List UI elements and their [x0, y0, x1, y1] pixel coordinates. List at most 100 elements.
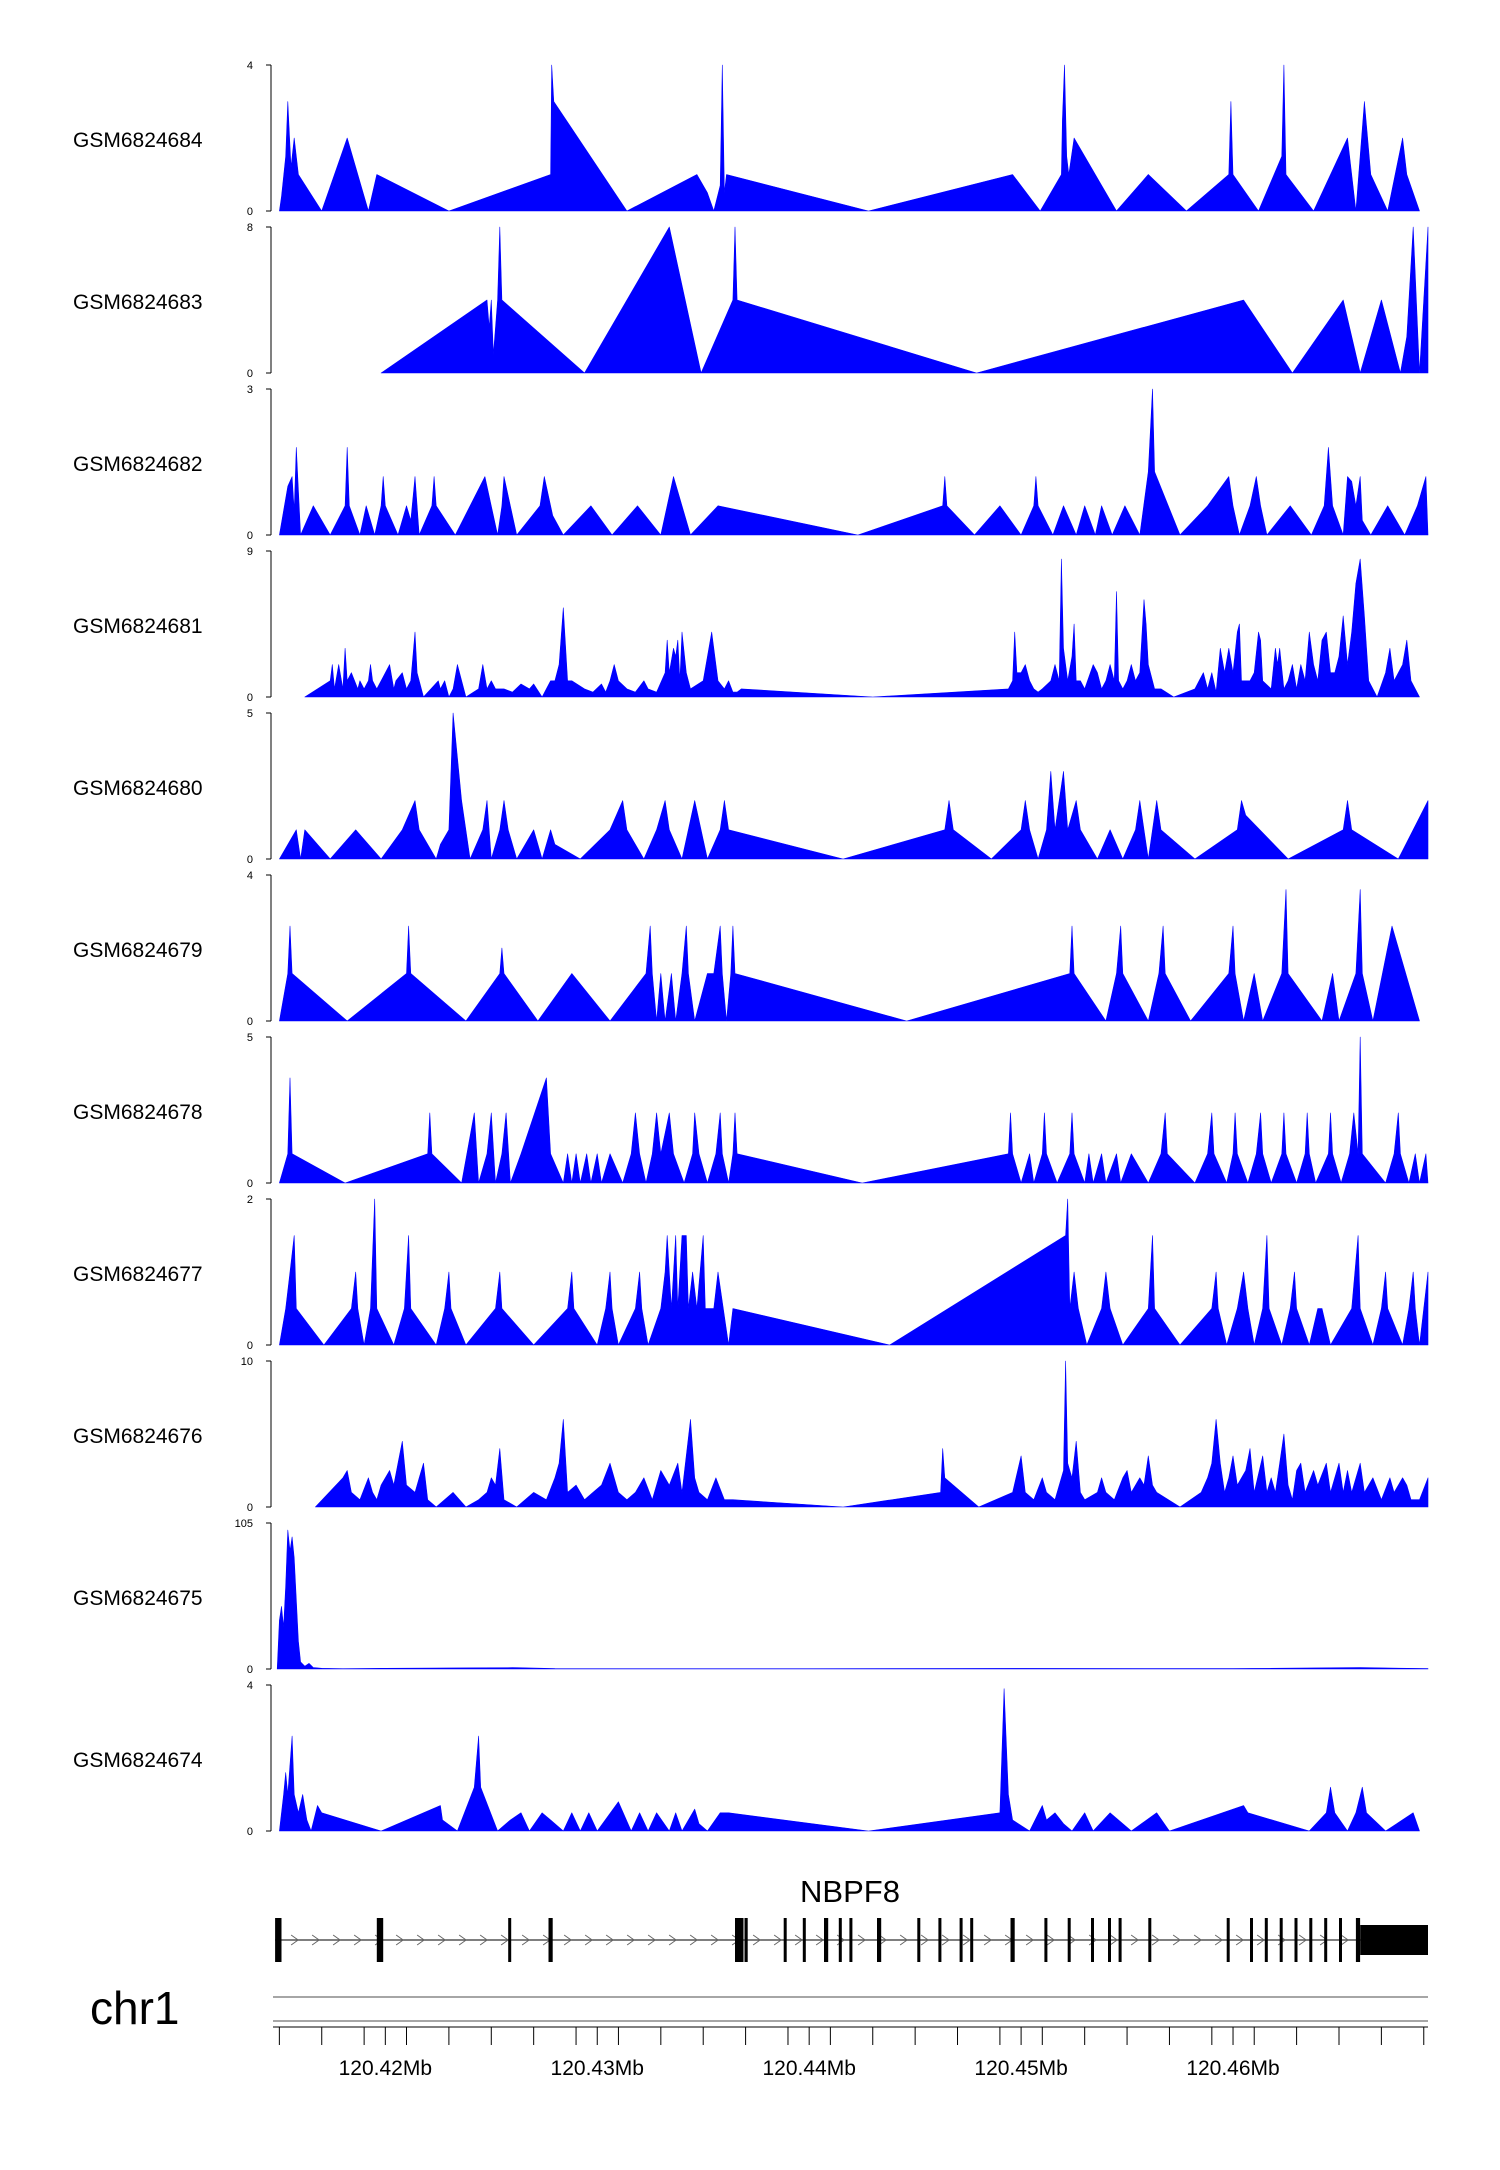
strand-arrow — [815, 1934, 824, 1946]
strand-arrow — [1214, 1934, 1223, 1946]
exon — [1309, 1918, 1313, 1962]
exon — [1339, 1918, 1342, 1962]
exon — [1044, 1918, 1048, 1962]
track-ymin-label: 0 — [247, 1502, 253, 1514]
strand-arrow — [584, 1934, 593, 1946]
track-label: GSM6824674 — [73, 1749, 203, 1772]
coverage-tracks: GSM682468440GSM682468380GSM682468230GSM6… — [73, 60, 1429, 1838]
track-label: GSM6824680 — [73, 777, 203, 800]
track-label: GSM6824678 — [73, 1101, 203, 1124]
strand-arrow — [416, 1934, 425, 1946]
track-GSM6824677: GSM6824677 2 0 — [73, 1194, 1429, 1352]
axis-tick-label: 120.45Mb — [974, 2057, 1067, 2080]
strand-arrow — [920, 1934, 929, 1946]
track-label: GSM6824679 — [73, 939, 203, 962]
track-ymin-label: 0 — [247, 206, 253, 218]
exon — [1108, 1918, 1111, 1962]
strand-arrow — [290, 1934, 299, 1946]
strand-arrow — [983, 1934, 992, 1946]
track-GSM6824675: GSM6824675 105 0 — [73, 1518, 1429, 1676]
strand-arrow — [878, 1934, 887, 1946]
strand-arrow — [458, 1934, 467, 1946]
exon — [824, 1918, 829, 1962]
track-ymin-label: 0 — [247, 1340, 253, 1352]
gene-name: NBPF8 — [800, 1874, 900, 1909]
axis-tick-label: 120.42Mb — [339, 2057, 432, 2080]
track-ymin-label: 0 — [247, 368, 253, 380]
strand-arrow — [311, 1934, 320, 1946]
exon — [1250, 1918, 1253, 1962]
exon — [970, 1918, 974, 1962]
exon — [1118, 1918, 1122, 1962]
track-label: GSM6824682 — [73, 453, 203, 476]
exon — [938, 1918, 942, 1962]
track-ymin-label: 0 — [247, 1178, 253, 1190]
exon — [959, 1918, 963, 1962]
exon — [744, 1918, 748, 1962]
track-GSM6824676: GSM6824676 10 0 — [73, 1356, 1429, 1514]
strand-arrow — [1235, 1934, 1244, 1946]
exon — [1148, 1918, 1152, 1962]
track-GSM6824681: GSM6824681 9 0 — [73, 546, 1420, 704]
track-label: GSM6824675 — [73, 1587, 203, 1610]
coverage-area — [279, 1688, 1420, 1832]
track-ymin-label: 0 — [247, 854, 253, 866]
track-ymax-label: 4 — [247, 60, 253, 72]
track-ymin-label: 0 — [247, 1826, 253, 1838]
track-ymin-label: 0 — [247, 1664, 253, 1676]
ideogram-track: chr1 — [90, 1982, 1428, 2034]
strand-arrow — [500, 1934, 509, 1946]
track-ymax-label: 5 — [247, 1032, 253, 1044]
track-ymax-label: 105 — [235, 1518, 253, 1530]
strand-arrow — [479, 1934, 488, 1946]
track-ymax-label: 5 — [247, 708, 253, 720]
strand-arrow — [626, 1934, 635, 1946]
exon — [877, 1918, 882, 1962]
strand-arrow — [1298, 1934, 1307, 1946]
strand-arrow — [1109, 1934, 1118, 1946]
strand-arrow — [521, 1934, 530, 1946]
track-ymax-label: 2 — [247, 1194, 253, 1206]
exon — [1279, 1918, 1283, 1962]
exon — [1067, 1918, 1071, 1962]
coverage-area — [304, 558, 1420, 698]
track-ymin-label: 0 — [247, 1016, 253, 1028]
coverage-area — [276, 1529, 1429, 1670]
strand-arrow — [899, 1934, 908, 1946]
track-ymin-label: 0 — [247, 530, 253, 542]
exon — [1294, 1918, 1298, 1962]
coverage-area — [279, 712, 1429, 860]
strand-arrow — [1172, 1934, 1181, 1946]
strand-arrow — [332, 1934, 341, 1946]
coverage-area — [279, 64, 1420, 212]
strand-arrow — [773, 1934, 782, 1946]
track-ymin-label: 0 — [247, 692, 253, 704]
track-label: GSM6824677 — [73, 1263, 203, 1286]
gene-track: NBPF8 — [275, 1874, 1428, 1962]
exon — [508, 1918, 512, 1962]
strand-arrow — [605, 1934, 614, 1946]
track-GSM6824679: GSM6824679 4 0 — [73, 870, 1420, 1028]
exon — [1264, 1918, 1268, 1962]
strand-arrow — [752, 1934, 761, 1946]
strand-arrow — [689, 1934, 698, 1946]
exon — [1355, 1918, 1361, 1962]
exon — [1360, 1925, 1428, 1955]
exon — [917, 1918, 921, 1962]
strand-arrow — [647, 1934, 656, 1946]
strand-arrow — [353, 1934, 362, 1946]
track-ymax-label: 10 — [241, 1356, 253, 1368]
track-ymax-label: 9 — [247, 546, 253, 558]
coverage-area — [279, 1036, 1429, 1184]
track-GSM6824674: GSM6824674 4 0 — [73, 1680, 1420, 1838]
genome-axis: 120.42Mb 120.43Mb 120.44Mb 120.45Mb 120.46Mb — [273, 2026, 1428, 2080]
coverage-area — [315, 1360, 1429, 1508]
axis-tick-label: 120.46Mb — [1186, 2057, 1279, 2080]
track-GSM6824683: GSM6824683 8 0 — [73, 222, 1429, 380]
strand-arrow — [794, 1934, 803, 1946]
exon — [849, 1918, 853, 1962]
strand-arrow — [941, 1934, 950, 1946]
coverage-area — [279, 1198, 1429, 1346]
exon — [275, 1918, 282, 1962]
axis-tick-label: 120.43Mb — [551, 2057, 644, 2080]
